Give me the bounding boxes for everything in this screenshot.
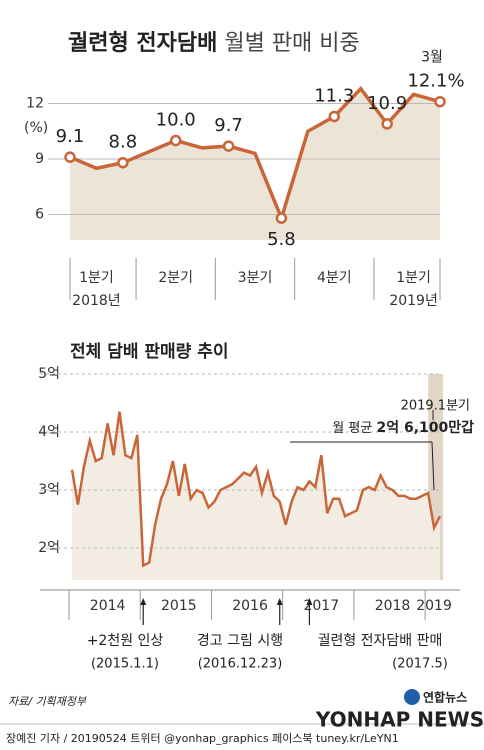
point — [117, 156, 129, 169]
arrow-head — [140, 598, 147, 605]
annotation: +2천원 인상 — [87, 633, 164, 649]
value-label: 5.8 — [267, 229, 296, 250]
year-label: 2018년 — [72, 293, 121, 309]
chart-title: 궐련형 전자담배 월별 판매 비중 — [68, 31, 360, 56]
point — [169, 134, 182, 147]
x-tick-label: 2016 — [232, 598, 268, 614]
arrow-head — [306, 598, 313, 605]
y-tick-label: 9 — [35, 151, 44, 167]
source: 자료/ 기획재정부 — [8, 695, 87, 708]
value-label: 9.7 — [214, 115, 243, 136]
value-label: 10.0 — [156, 110, 196, 131]
year-label: 2019년 — [389, 293, 438, 309]
callout-period: 2019.1분기 — [401, 399, 470, 414]
chart-title: 전체 담배 판매량 추이 — [70, 342, 229, 362]
y-tick-label: 4억 — [38, 424, 60, 440]
value-label: 10.9 — [367, 93, 407, 114]
annotation-date: (2015.1.1) — [91, 657, 159, 672]
annotation-date: (2017.5) — [392, 657, 448, 672]
point — [222, 140, 235, 152]
value-label: 12.1% — [407, 71, 464, 92]
x-tick-label: 4분기 — [317, 270, 352, 286]
point — [328, 110, 341, 123]
x-tick-label: 2분기 — [158, 270, 193, 286]
chart: 6 9 12 1분기 2분기 3분기 4분기 1분기 2018년 2019년 9.1 8.8 10.0 9… — [26, 50, 464, 309]
x-tick-label: 2014 — [90, 598, 126, 614]
annotation: 경고 그림 시행 — [197, 633, 283, 649]
x-tick-label: 2017 — [303, 598, 339, 614]
annotation: 궐련형 전자담배 판매 — [318, 633, 443, 649]
value-label: 11.3 — [314, 85, 354, 106]
y-tick-label: 3억 — [38, 482, 60, 498]
watermark: YONHAP NEWS — [315, 708, 484, 732]
x-tick-label: 2015 — [161, 598, 197, 614]
point — [275, 212, 288, 224]
footer: 장예진 기자 / 20190524 트위터 @yonhap_graphics 페… — [6, 732, 399, 745]
line — [69, 86, 441, 224]
area — [70, 88, 440, 240]
callout: 월 평균 2억 6,100만갑 — [332, 420, 474, 436]
logo-icon — [404, 689, 420, 705]
value-label: 8.8 — [109, 132, 138, 153]
logo: 연합뉴스 — [423, 690, 467, 705]
point — [64, 151, 76, 163]
point — [434, 95, 446, 108]
y-tick-label: 12 — [26, 96, 44, 112]
y-tick-label: 5억 — [38, 366, 60, 382]
y-axis-label: (%) — [24, 120, 48, 136]
annotation-date: (2016.12.23) — [198, 657, 283, 672]
y-tick-label: 6 — [35, 206, 44, 222]
chart: 2억 3억 4억 5억 2014 2015 2016 2017 2018 2019 +2천원 인상 (… — [38, 366, 460, 672]
annotation: 3월 — [421, 50, 443, 66]
x-tick-label: 1분기 — [396, 270, 431, 286]
value-label: 9.1 — [56, 126, 85, 147]
callout-arrow — [431, 441, 435, 491]
x-tick-label: 2019 — [416, 598, 452, 614]
arrow-head — [276, 598, 283, 605]
point — [381, 118, 393, 130]
x-tick-label: 2018 — [375, 598, 411, 614]
x-tick-label: 1분기 — [79, 270, 114, 286]
line — [70, 411, 442, 568]
y-tick-label: 2억 — [38, 540, 60, 556]
x-tick-label: 3분기 — [238, 270, 273, 286]
area — [72, 411, 440, 580]
